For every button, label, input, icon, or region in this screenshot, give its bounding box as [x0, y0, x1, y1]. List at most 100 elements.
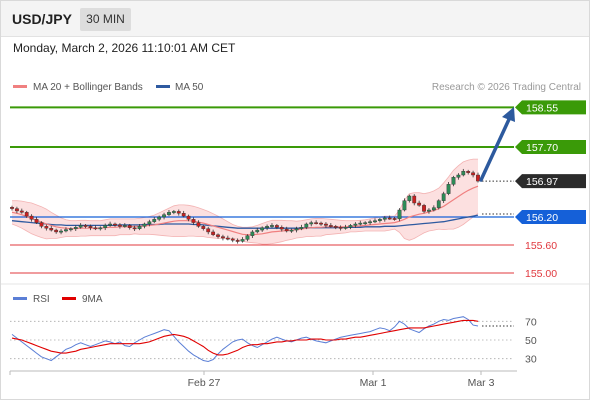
candle-bearish [191, 219, 196, 223]
candle-bearish [118, 224, 122, 227]
candle-bullish [343, 227, 348, 229]
pivot-label-156-20: 156.20 [526, 212, 558, 224]
candle-bullish [377, 219, 382, 221]
price-legend: MA 20 + Bollinger Bands MA 50 Research ©… [13, 82, 581, 93]
candle-bearish [176, 211, 181, 214]
candle-bullish [397, 209, 402, 220]
candle-bullish [171, 211, 176, 213]
candle-bearish [392, 218, 397, 220]
candle-bullish [456, 174, 461, 178]
candle-bearish [314, 222, 319, 225]
candle-bearish [279, 227, 284, 230]
candle-bearish [235, 240, 240, 242]
candle-bearish [466, 171, 471, 173]
candle-bullish [289, 229, 294, 232]
candle-bullish [98, 227, 103, 230]
candle-bearish [422, 205, 426, 212]
rsi-legend-label: RSI [33, 294, 50, 305]
candle-bullish [373, 220, 377, 223]
candle-bullish [304, 223, 309, 228]
candle-bullish [436, 200, 441, 208]
resistance-label-158-55: 158.55 [526, 102, 558, 114]
candle-bearish [19, 210, 24, 213]
candle-bullish [461, 171, 466, 176]
current-price-label: 156.97 [526, 176, 558, 188]
rsi-tick-30: 30 [525, 354, 537, 366]
candle-bearish [412, 195, 417, 204]
resistance-tag-157-70 [515, 140, 586, 154]
copyright-label: Research © 2026 Trading Central [432, 82, 581, 93]
candle-bullish [122, 225, 127, 227]
candle-bullish [152, 219, 157, 222]
candle-bearish [127, 225, 132, 228]
candle-bearish [181, 213, 186, 217]
candle-bearish [44, 226, 49, 229]
rsi-pane: 70 50 30 [10, 316, 537, 366]
candle-bullish [407, 195, 412, 201]
resistance-tag-158-55 [515, 100, 586, 115]
candle-bullish [59, 230, 63, 233]
rsi-legend-swatch [13, 297, 27, 300]
symbol-label: USD/JPY [12, 11, 72, 27]
candle-bullish [147, 221, 152, 225]
candle-bullish [353, 223, 358, 226]
x-tick-label: Feb 27 [188, 377, 221, 389]
ma9-legend-label: 9MA [82, 294, 103, 305]
bollinger-lower-line [11, 212, 479, 245]
candle-bearish [196, 222, 201, 227]
candle-bearish [225, 237, 230, 240]
candle-bearish [39, 222, 44, 227]
candle-bullish [245, 235, 250, 240]
candle-bearish [10, 206, 14, 209]
candle-bearish [186, 215, 191, 220]
candle-bearish [15, 208, 19, 212]
ma20-legend-swatch [13, 85, 27, 88]
candle-bearish [221, 236, 225, 239]
ma50-line [11, 214, 479, 229]
candle-bullish [103, 225, 108, 228]
support-label-155-00: 155.00 [525, 268, 557, 280]
candle-bullish [294, 228, 299, 231]
candle-bullish [260, 227, 265, 231]
candle-bearish [319, 222, 323, 225]
candle-bullish [363, 222, 368, 225]
rsi-tick-70: 70 [525, 316, 537, 328]
candle-bullish [299, 227, 304, 229]
rsi-line [11, 316, 479, 363]
candle-bullish [250, 231, 255, 236]
candle-bullish [142, 223, 147, 227]
candle-bearish [83, 225, 88, 227]
candle-bearish [338, 227, 343, 229]
forecast-arrow-shaft [479, 113, 513, 182]
ma20-legend-label: MA 20 + Bollinger Bands [33, 82, 143, 93]
ma50-legend-label: MA 50 [175, 82, 204, 93]
candle-bullish [157, 216, 162, 220]
candle-bullish [441, 193, 446, 201]
bollinger-upper-line [12, 158, 478, 228]
price-pane: 158.55 157.70 156.97 156.20 155.60 155.00 [10, 100, 586, 280]
header-bar: USD/JPY 30 MIN [1, 1, 589, 37]
rsi-ma9-line [11, 319, 479, 356]
candle-bullish [167, 212, 171, 215]
x-tick-label: Mar 3 [468, 377, 495, 389]
candle-bullish [451, 177, 456, 185]
candle-bearish [284, 228, 289, 232]
ma9-legend-swatch [62, 297, 76, 300]
candle-bearish [49, 227, 54, 231]
candle-bearish [34, 219, 39, 223]
candle-bearish [93, 227, 98, 230]
candle-bearish [113, 223, 117, 226]
current-price-tag [515, 174, 586, 189]
support-label-155-60: 155.60 [525, 240, 557, 252]
candle-bullish [137, 226, 142, 229]
x-tick-label: Mar 1 [360, 377, 387, 389]
candle-bullish [108, 223, 113, 226]
timeframe-button[interactable]: 30 MIN [80, 8, 131, 31]
candle-bearish [201, 226, 206, 229]
candle-bearish [29, 215, 34, 220]
candle-bearish [274, 225, 279, 228]
candle-bearish [328, 225, 333, 227]
bollinger-band-fill [12, 159, 478, 245]
candle-bearish [132, 227, 137, 230]
